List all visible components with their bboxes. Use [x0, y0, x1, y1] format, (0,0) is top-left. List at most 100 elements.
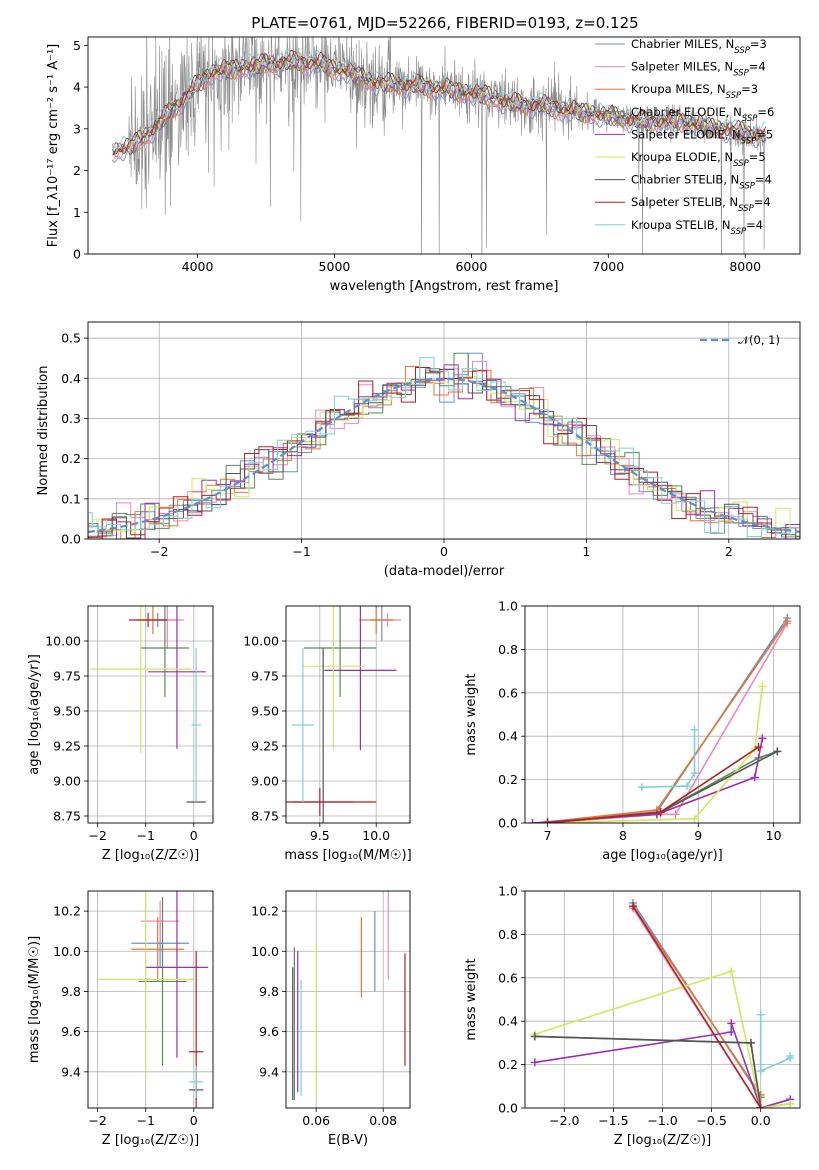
x-tick-label: 0 — [190, 828, 198, 843]
axes-frame — [524, 605, 801, 824]
data-point-marker — [727, 1019, 736, 1028]
y-tick-label: 9.50 — [251, 704, 279, 719]
y-tick-label: 1.0 — [498, 884, 518, 899]
data-point-marker — [746, 1038, 755, 1047]
x-tick-label: −1 — [136, 1113, 154, 1128]
series-line — [632, 905, 762, 1108]
plot-area-mass_vs_Z — [97, 891, 209, 1108]
series-line — [641, 729, 696, 788]
x-axis-label: Z [log₁₀(Z/Z☉)] — [614, 1133, 711, 1148]
data-point-marker — [754, 743, 763, 752]
spectrum-model-line — [112, 53, 767, 156]
x-tick-label: −2.0 — [549, 1113, 579, 1128]
axes-frame — [87, 36, 801, 255]
spectrum-model-line — [112, 49, 767, 150]
y-tick-label: 0.0 — [498, 1101, 518, 1116]
x-tick-label: −2 — [88, 1113, 106, 1128]
data-point-marker — [637, 783, 646, 792]
plot-area-mass_weight_vs_age — [528, 613, 792, 823]
x-tick-label: −1.5 — [598, 1113, 628, 1128]
y-tick-label: 9.50 — [53, 704, 81, 719]
y-tick-label: 10.2 — [251, 904, 279, 919]
y-tick-label: 0.6 — [498, 970, 518, 985]
y-tick-label: 10.0 — [251, 944, 279, 959]
x-tick-label: 8000 — [729, 259, 761, 274]
panel-mass_vs_Z: −2 −1 0 9.4 9.6 9.8 10.0 10.2 Z [log₁₀(Z/Z☉)] mas… — [27, 890, 214, 1148]
data-point-marker — [530, 1032, 539, 1041]
data-point-marker — [543, 819, 552, 823]
y-axis-label: age [log₁₀(age/yr)] — [27, 654, 42, 775]
data-point-marker — [690, 769, 699, 778]
normal-curve — [88, 377, 800, 534]
x-tick-label: −1 — [292, 544, 310, 559]
legend-label-rest: =4 — [749, 60, 766, 74]
x-tick-label: 8 — [619, 828, 627, 843]
series-line — [547, 686, 764, 823]
x-tick-label: 0 — [190, 1113, 198, 1128]
y-tick-label: 5 — [73, 38, 81, 53]
x-tick-label: −1.0 — [647, 1113, 677, 1128]
y-tick-label: 10.00 — [45, 634, 81, 649]
y-tick-label: 9.6 — [259, 1024, 279, 1039]
legend-label-rest: =4 — [755, 173, 772, 187]
plot-area-mass_weight_vs_Z — [530, 898, 795, 1108]
histogram-step — [88, 367, 800, 539]
y-tick-label: 8.75 — [53, 809, 81, 824]
x-tick-label: 9 — [694, 828, 702, 843]
x-tick-label: 1 — [582, 544, 590, 559]
legend-label-rest: =5 — [756, 127, 773, 141]
panel-mass_weight_vs_age: 7 8 9 10 0.0 0.2 0.4 0.6 0.8 1.0 age [log₁₀(age/yr… — [464, 599, 801, 863]
axes-frame — [87, 605, 214, 824]
y-tick-label: 0.0 — [498, 816, 518, 831]
y-tick-label: 9.4 — [61, 1064, 81, 1079]
x-tick-label: 7 — [544, 828, 552, 843]
data-point-marker — [671, 810, 680, 819]
legend-label-rest: =3 — [750, 37, 767, 51]
legend-subscript: SSP — [734, 46, 750, 56]
x-tick-label: 0.0 — [751, 1113, 771, 1128]
x-tick-label: 10 — [766, 828, 782, 843]
data-point-marker — [783, 617, 792, 626]
x-tick-label: 9.5 — [310, 828, 330, 843]
x-axis-label: age [log₁₀(age/yr)] — [602, 848, 723, 863]
y-tick-label: 0.2 — [498, 1057, 518, 1072]
x-tick-label: 10.0 — [362, 828, 390, 843]
legend-subscript: SSP — [742, 114, 758, 124]
legend-label-rest: =6 — [757, 105, 774, 119]
data-point-marker — [690, 725, 699, 734]
y-tick-label: 1 — [73, 205, 81, 220]
x-tick-label: 4000 — [182, 259, 214, 274]
axes-frame — [524, 890, 801, 1109]
y-axis-label: mass weight — [464, 673, 479, 755]
legend-label-rest: =3 — [741, 82, 758, 96]
panel-mass_weight_vs_Z: −2.0 −1.5 −1.0 −0.5 0.0 0.0 0.2 0.4 0.6 0.8 1.0 Z [… — [464, 884, 801, 1148]
y-tick-label: 9.75 — [251, 669, 279, 684]
y-tick-label: 0.5 — [61, 331, 81, 346]
x-tick-label: 7000 — [592, 259, 624, 274]
data-point-marker — [773, 747, 782, 756]
y-tick-label: 0.1 — [61, 491, 81, 506]
y-tick-label: 4 — [73, 80, 81, 95]
legend-subscript: SSP — [733, 69, 749, 79]
data-point-marker — [758, 682, 767, 691]
data-point-marker — [682, 782, 691, 791]
y-axis-label: Flux [f_λ10⁻¹⁷ erg cm⁻² s⁻¹ A⁻¹] — [46, 44, 61, 248]
y-tick-label: 9.4 — [259, 1064, 279, 1079]
legend-subscript: SSP — [731, 227, 747, 237]
y-tick-label: 3 — [73, 121, 81, 136]
x-tick-label: −2 — [150, 544, 168, 559]
x-axis-label: (data-model)/error — [384, 564, 505, 579]
panel-mass_vs_ebv: 0.06 0.08 9.4 9.6 9.8 10.0 10.2 E(B-V) — [251, 890, 411, 1148]
y-tick-label: 9.8 — [259, 984, 279, 999]
spectrum-model-line — [112, 49, 767, 156]
x-tick-label: 0.08 — [369, 1113, 397, 1128]
y-tick-label: 0.4 — [61, 371, 81, 386]
data-point-marker — [756, 1104, 765, 1108]
legend-subscript: SSP — [741, 136, 757, 146]
spectrum-model-line — [112, 57, 767, 163]
x-tick-label: 5000 — [319, 259, 351, 274]
legend-label: 𝒩(0, 1) — [738, 333, 780, 347]
plot-area-age_vs_mass — [286, 606, 401, 823]
y-tick-label: 0.2 — [61, 451, 81, 466]
x-tick-label: −2 — [88, 828, 106, 843]
